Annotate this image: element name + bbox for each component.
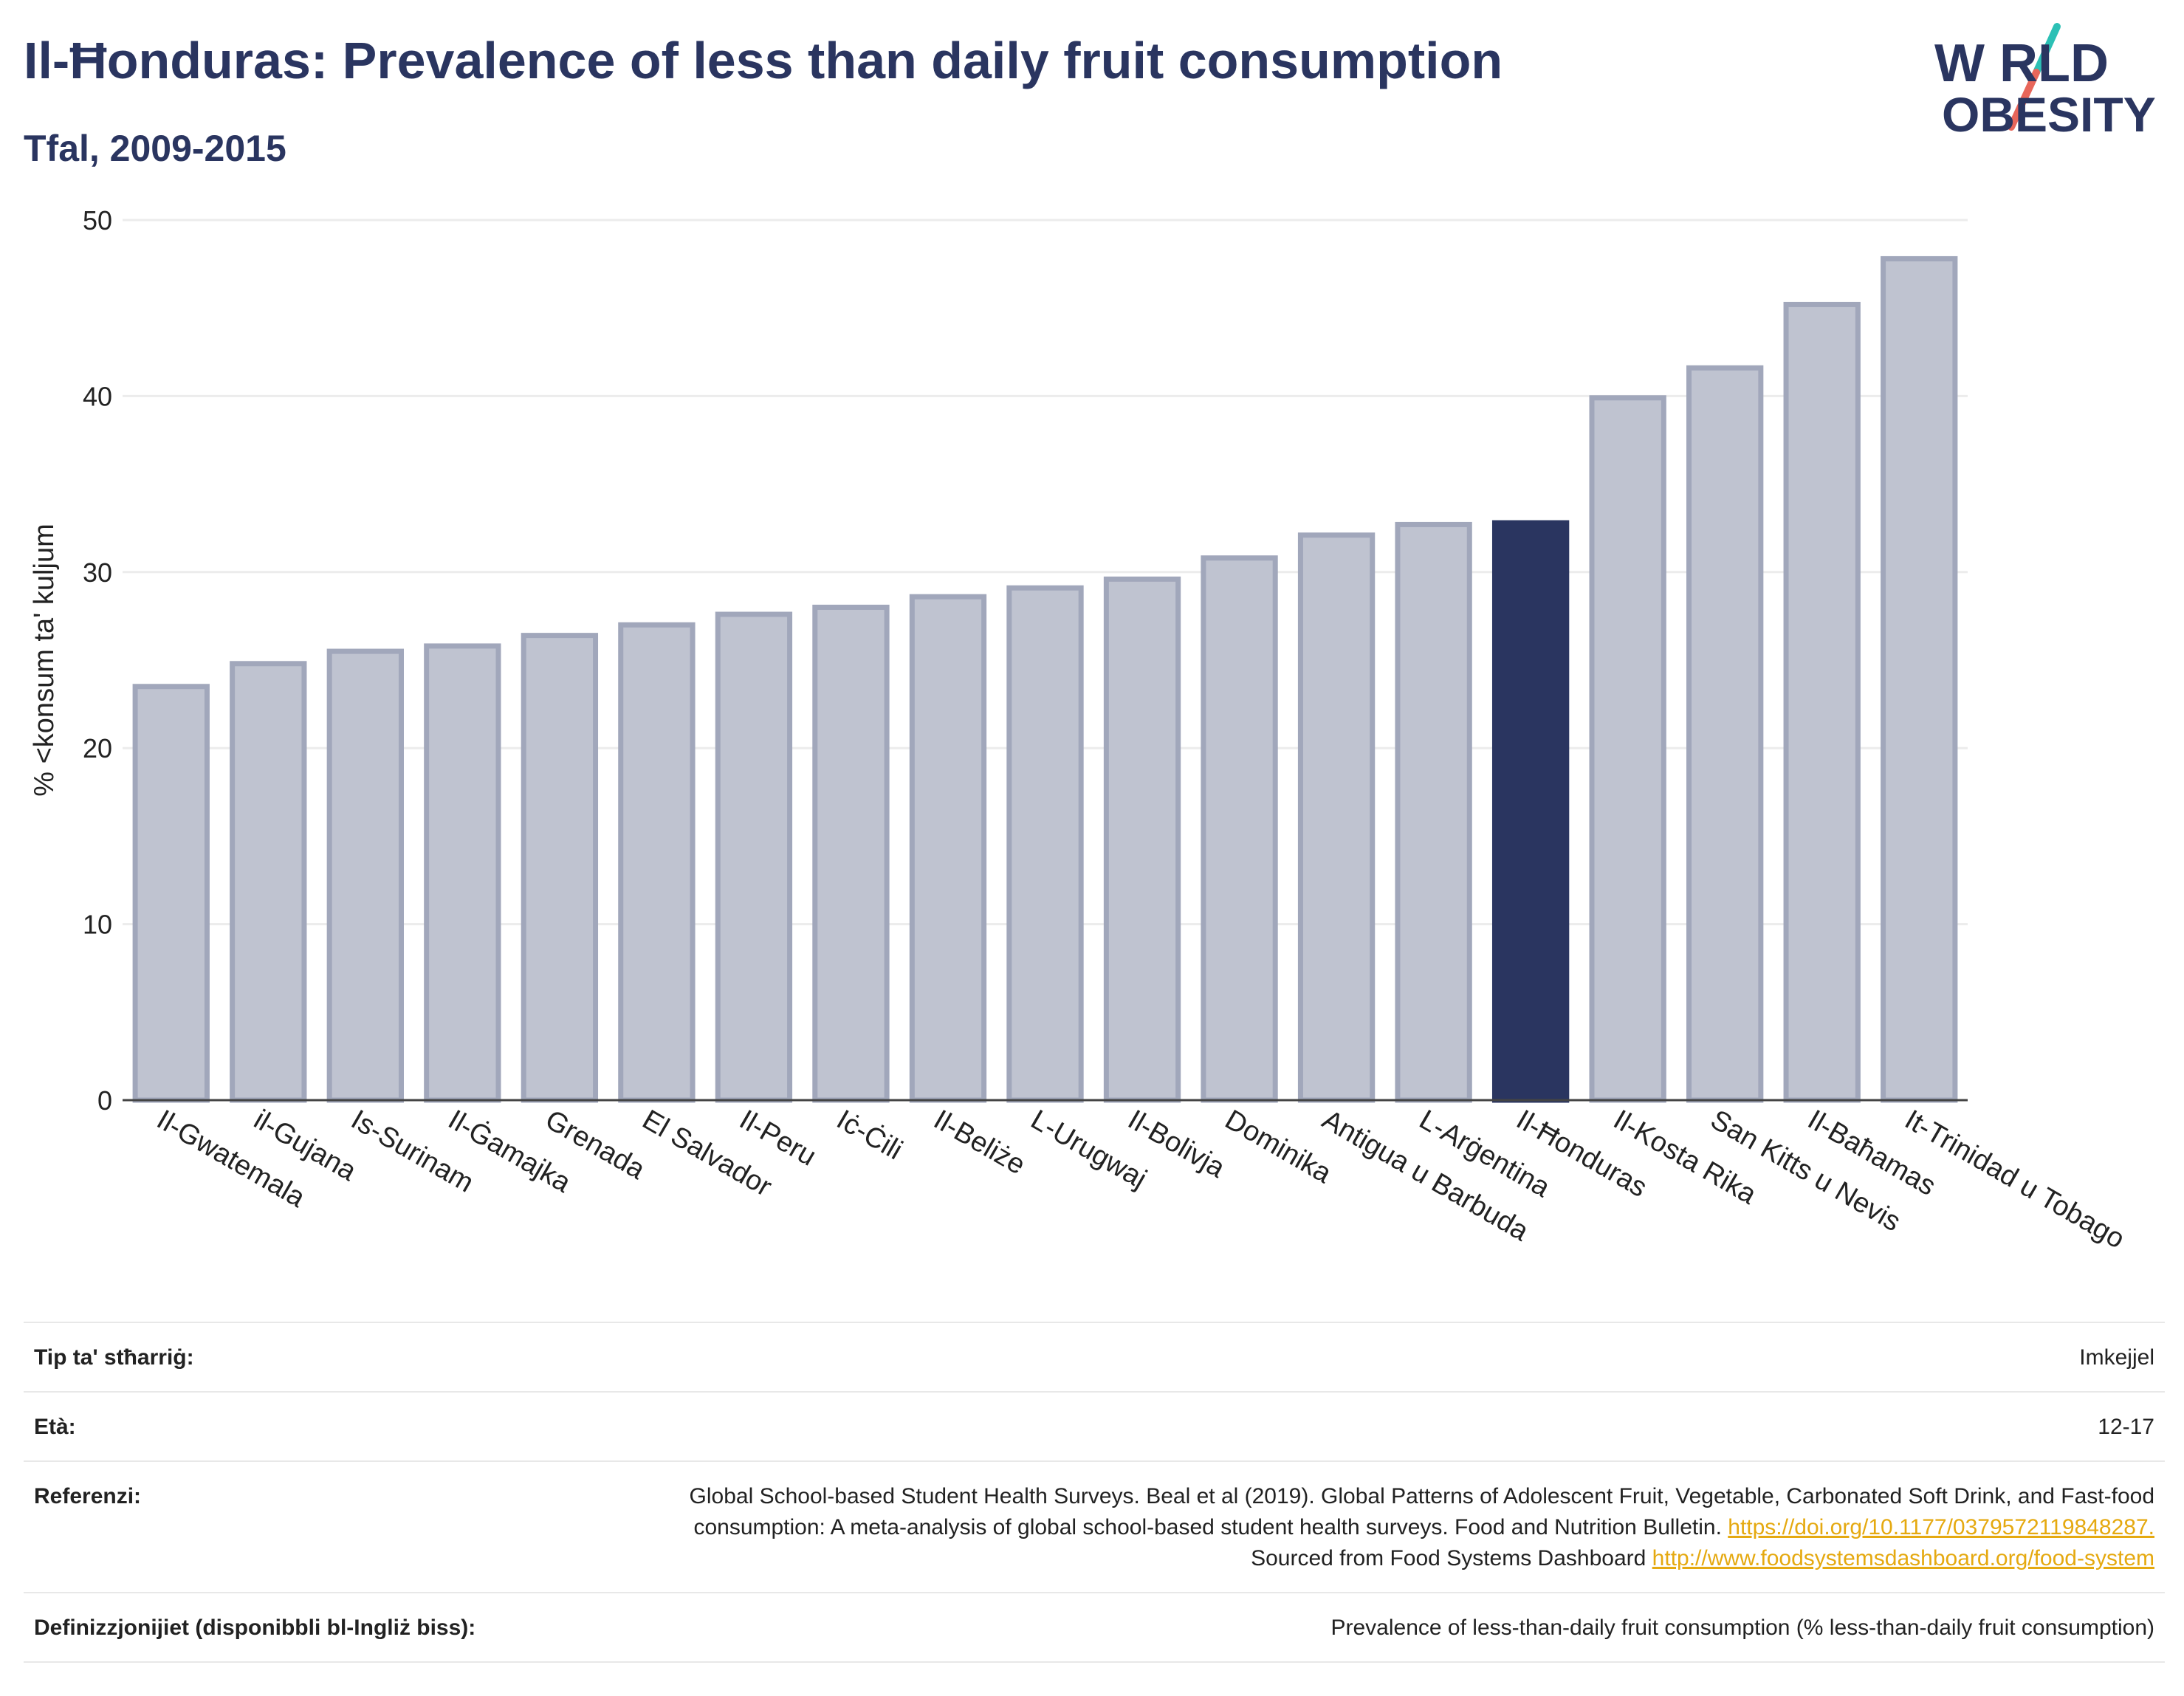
info-row-definitions: Definizzjonijiet (disponibbli bl-Ingliż … bbox=[24, 1592, 2165, 1663]
y-tick-label: 20 bbox=[83, 733, 112, 763]
bars bbox=[132, 255, 1958, 1103]
x-tick-label: Dominika bbox=[1220, 1104, 1337, 1189]
bar-3 bbox=[424, 643, 501, 1103]
definitions-label: Definizzjonijiet (disponibbli bl-Ingliż … bbox=[34, 1616, 476, 1640]
survey-type-value: Imkejjel bbox=[2079, 1345, 2154, 1370]
references-label: Referenzi: bbox=[34, 1484, 142, 1508]
x-tick-label: Iċ-Ċili bbox=[831, 1103, 908, 1167]
x-tick-labels: Il-Gwatemalail-GujanaIs-SurinamIl-Ġamajk… bbox=[151, 1103, 2129, 1255]
bar-4 bbox=[521, 633, 599, 1103]
y-tick-label: 0 bbox=[97, 1085, 112, 1116]
definitions-value: Prevalence of less-than-daily fruit cons… bbox=[1330, 1616, 2155, 1640]
age-value: 12-17 bbox=[2098, 1415, 2154, 1439]
bar-chart: 0 10 20 30 40 50 Il-Gwatemalail-GujanaIs-Suri… bbox=[29, 205, 2130, 1255]
logo-line1: W RLD bbox=[1934, 34, 2109, 93]
y-tick-label: 10 bbox=[83, 910, 112, 940]
y-tick-label: 40 bbox=[83, 381, 112, 411]
references-value: Global School-based Student Health Surve… bbox=[141, 1481, 2154, 1574]
chart-title: Il-Ħonduras: Prevalence of less than dai… bbox=[24, 32, 1503, 89]
info-row-age: Età: 12-17 bbox=[24, 1391, 2165, 1460]
bar-10 bbox=[1103, 576, 1181, 1103]
y-tick-label: 50 bbox=[83, 205, 112, 236]
bar-16 bbox=[1686, 365, 1764, 1103]
logo-line2: OBESITY bbox=[1942, 87, 2156, 142]
x-tick-label: Il-Beliże bbox=[928, 1104, 1030, 1181]
bar-12 bbox=[1297, 532, 1376, 1103]
reference-source-text: Sourced from Food Systems Dashboard bbox=[1251, 1546, 1646, 1570]
y-tick-labels: 0 10 20 30 40 50 bbox=[83, 205, 112, 1116]
bar-15 bbox=[1589, 395, 1666, 1103]
doi-link[interactable]: https://doi.org/10.1177/0379572119848287… bbox=[1728, 1515, 2154, 1539]
bar-8 bbox=[909, 594, 987, 1103]
logo-teal-stroke bbox=[2033, 23, 2061, 76]
bar-5 bbox=[618, 622, 696, 1103]
bar-2 bbox=[326, 648, 404, 1103]
food-systems-dashboard-link[interactable]: http://www.foodsystemsdashboard.org/food… bbox=[1652, 1546, 2154, 1570]
info-row-survey-type: Tip ta' stħarriġ: Imkejjel bbox=[24, 1322, 2165, 1391]
info-table: Tip ta' stħarriġ: Imkejjel Età: 12-17 Re… bbox=[24, 1322, 2165, 1663]
bar-17 bbox=[1783, 301, 1861, 1103]
bar-1 bbox=[230, 661, 307, 1103]
bar-6 bbox=[715, 611, 793, 1103]
chart-subtitle: Tfal, 2009-2015 bbox=[24, 128, 286, 169]
y-tick-label: 30 bbox=[83, 557, 112, 588]
reference-text: Global School-based Student Health Surve… bbox=[689, 1484, 2154, 1539]
bar-18 bbox=[1881, 255, 1958, 1103]
bar-9 bbox=[1006, 585, 1084, 1103]
bar-13 bbox=[1395, 521, 1472, 1103]
info-row-references: Referenzi: Global School-based Student H… bbox=[24, 1460, 2165, 1592]
bar-0 bbox=[132, 684, 210, 1103]
world-obesity-logo: W RLD OBESITY bbox=[1934, 23, 2156, 142]
bar-7 bbox=[812, 604, 890, 1103]
logo-coral-stroke bbox=[2008, 69, 2040, 131]
age-label: Età: bbox=[34, 1415, 76, 1439]
bar-11 bbox=[1201, 555, 1278, 1103]
y-axis-label: % <konsum ta' kuljum bbox=[29, 523, 60, 796]
survey-type-label: Tip ta' stħarriġ: bbox=[34, 1345, 194, 1370]
bar-14 bbox=[1491, 520, 1570, 1103]
